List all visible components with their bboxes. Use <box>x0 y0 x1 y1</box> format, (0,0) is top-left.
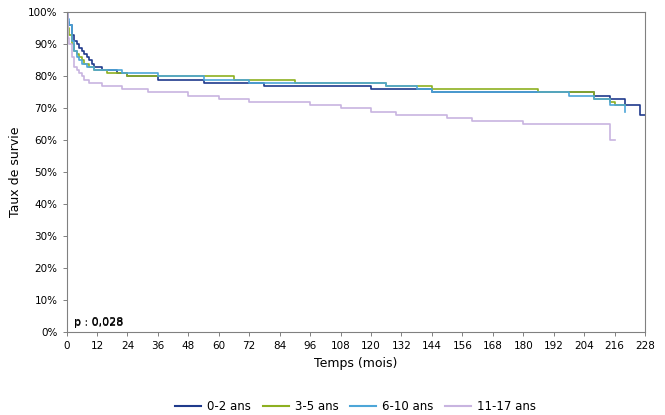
3-5 ans <box>398 83 406 88</box>
11-17 ans <box>124 87 132 92</box>
11-17 ans <box>85 80 93 85</box>
3-5 ans <box>63 10 70 15</box>
0-2 ans <box>108 68 116 73</box>
Legend: 0-2 ans, 3-5 ans, 6-10 ans, 11-17 ans: 0-2 ans, 3-5 ans, 6-10 ans, 11-17 ans <box>171 395 541 415</box>
0-2 ans <box>72 42 80 47</box>
6-10 ans <box>535 90 543 95</box>
6-10 ans <box>443 90 451 95</box>
0-2 ans <box>606 96 614 101</box>
0-2 ans <box>134 74 142 79</box>
11-17 ans <box>113 83 121 88</box>
3-5 ans <box>65 32 73 37</box>
Line: 11-17 ans: 11-17 ans <box>66 12 614 140</box>
Text: p : 0,028: p : 0,028 <box>74 318 124 328</box>
X-axis label: Temps (mois): Temps (mois) <box>314 356 398 370</box>
3-5 ans <box>68 42 76 47</box>
3-5 ans <box>103 71 111 76</box>
3-5 ans <box>174 74 182 79</box>
11-17 ans <box>606 138 614 143</box>
0-2 ans <box>230 80 238 85</box>
Line: 6-10 ans: 6-10 ans <box>66 12 624 112</box>
11-17 ans <box>63 10 70 15</box>
11-17 ans <box>367 109 375 114</box>
3-5 ans <box>382 83 390 88</box>
11-17 ans <box>134 87 142 92</box>
6-10 ans <box>382 83 390 88</box>
6-10 ans <box>606 103 614 107</box>
0-2 ans <box>641 112 649 117</box>
6-10 ans <box>63 10 70 15</box>
0-2 ans <box>636 112 644 117</box>
3-5 ans <box>620 103 628 107</box>
0-2 ans <box>504 90 512 95</box>
6-10 ans <box>98 68 106 73</box>
Line: 3-5 ans: 3-5 ans <box>66 12 624 105</box>
Y-axis label: Taux de survie: Taux de survie <box>9 127 23 217</box>
Line: 0-2 ans: 0-2 ans <box>66 12 645 115</box>
11-17 ans <box>103 83 111 88</box>
6-10 ans <box>620 109 628 114</box>
3-5 ans <box>610 103 618 107</box>
6-10 ans <box>93 68 101 73</box>
Text: p : 0,028: p : 0,028 <box>74 317 124 327</box>
11-17 ans <box>610 138 618 143</box>
0-2 ans <box>63 10 70 15</box>
